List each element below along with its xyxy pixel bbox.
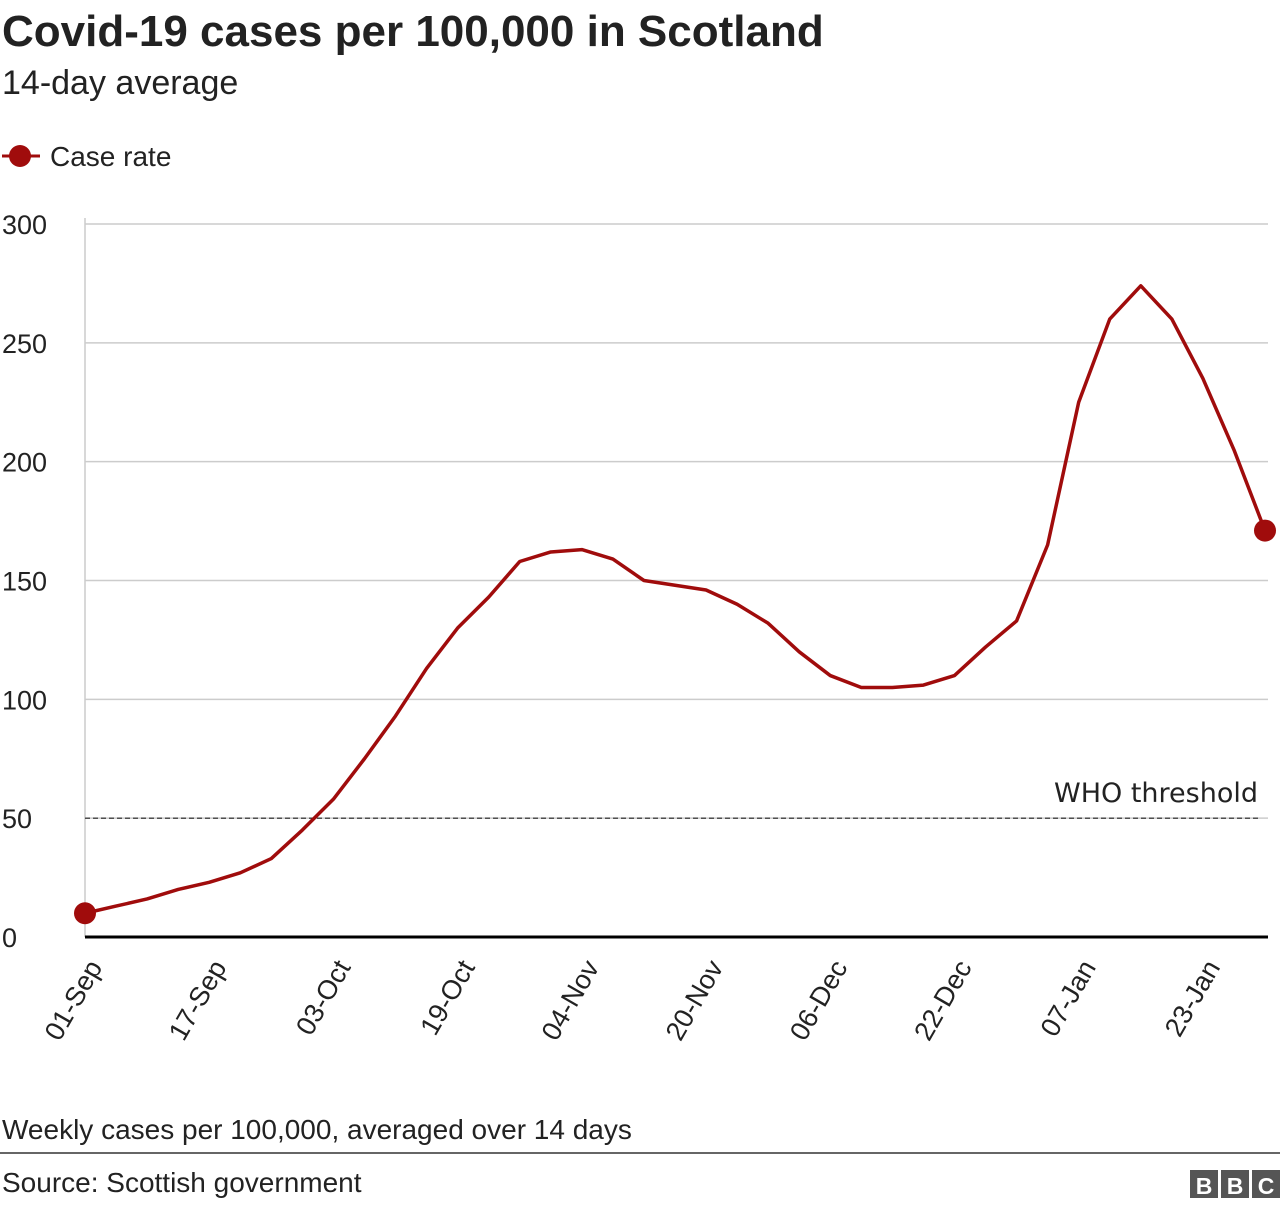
y-tick-label: 100 (2, 685, 47, 715)
end-marker (1254, 519, 1276, 542)
logo-letter: B (1227, 1173, 1244, 1199)
y-tick-label: 50 (2, 804, 32, 834)
source: Source: Scottish government (2, 1167, 362, 1198)
x-tick-label: 06-Dec (784, 955, 854, 1045)
y-tick-label: 0 (2, 923, 17, 953)
logo-letter: B (1196, 1173, 1213, 1199)
logo-letter: C (1258, 1173, 1275, 1199)
end-marker (74, 902, 96, 925)
x-tick-label: 04-Nov (536, 955, 606, 1046)
x-tick-label: 03-Oct (290, 955, 357, 1041)
x-tick-label: 19-Oct (414, 955, 481, 1041)
chart-title: Covid-19 cases per 100,000 in Scotland (2, 7, 824, 56)
y-tick-label: 200 (2, 448, 47, 478)
x-tick-label: 07-Jan (1035, 955, 1102, 1042)
x-tick-label: 23-Jan (1159, 955, 1226, 1042)
y-tick-label: 300 (2, 210, 47, 240)
x-tick-label: 20-Nov (660, 955, 730, 1046)
x-tick-label: 01-Sep (39, 955, 109, 1045)
x-tick-label: 22-Dec (908, 955, 978, 1045)
chart-subtitle: 14-day average (2, 64, 238, 102)
footnote: Weekly cases per 100,000, averaged over … (2, 1114, 632, 1145)
logo-box (1221, 1170, 1249, 1198)
x-tick-label: 17-Sep (163, 955, 233, 1045)
data-line (84, 284, 1267, 915)
legend-label: Case rate (50, 141, 171, 172)
logo-box (1190, 1170, 1218, 1198)
logo-box (1252, 1170, 1280, 1198)
threshold-label: WHO threshold (1054, 778, 1258, 809)
y-tick-label: 250 (2, 329, 47, 359)
y-tick-label: 150 (2, 567, 47, 597)
legend-marker (9, 145, 31, 167)
